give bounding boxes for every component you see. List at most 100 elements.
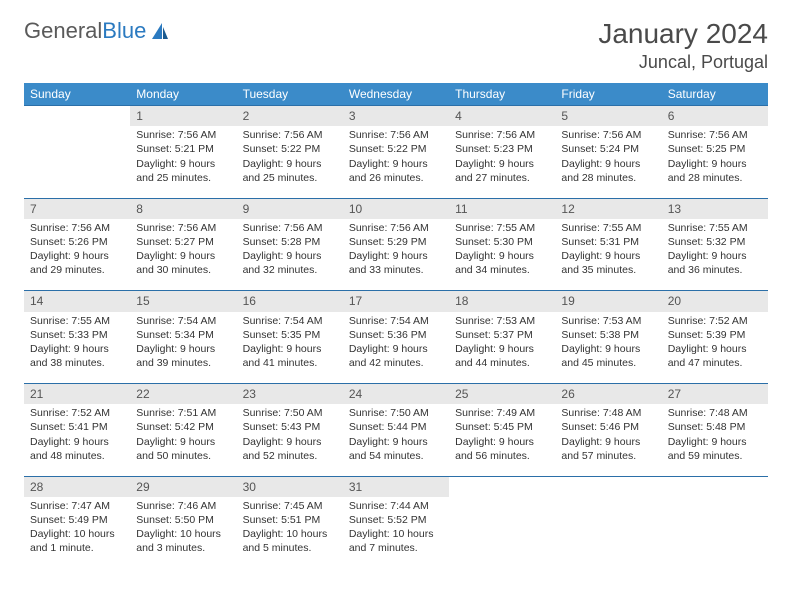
cell-line: and 38 minutes.: [30, 356, 124, 370]
day-cell: Sunrise: 7:56 AMSunset: 5:23 PMDaylight:…: [449, 126, 555, 198]
cell-line: and 47 minutes.: [668, 356, 762, 370]
cell-line: Daylight: 9 hours: [668, 249, 762, 263]
content-row: Sunrise: 7:52 AMSunset: 5:41 PMDaylight:…: [24, 404, 768, 476]
day-number: 16: [237, 291, 343, 312]
cell-line: Daylight: 9 hours: [349, 157, 443, 171]
content-row: Sunrise: 7:56 AMSunset: 5:21 PMDaylight:…: [24, 126, 768, 198]
cell-line: Sunrise: 7:55 AM: [30, 314, 124, 328]
cell-line: Daylight: 9 hours: [30, 249, 124, 263]
cell-line: and 34 minutes.: [455, 263, 549, 277]
cell-line: Daylight: 9 hours: [561, 342, 655, 356]
cell-line: Daylight: 9 hours: [455, 249, 549, 263]
cell-line: and 30 minutes.: [136, 263, 230, 277]
cell-line: Sunrise: 7:50 AM: [243, 406, 337, 420]
day-cell: Sunrise: 7:56 AMSunset: 5:28 PMDaylight:…: [237, 219, 343, 291]
cell-line: Sunset: 5:48 PM: [668, 420, 762, 434]
cell-line: Sunrise: 7:54 AM: [136, 314, 230, 328]
cell-line: Sunrise: 7:55 AM: [455, 221, 549, 235]
cell-line: Daylight: 9 hours: [243, 342, 337, 356]
cell-line: and 41 minutes.: [243, 356, 337, 370]
cell-line: Daylight: 9 hours: [668, 342, 762, 356]
cell-line: Sunrise: 7:52 AM: [668, 314, 762, 328]
logo-text: GeneralBlue: [24, 18, 146, 44]
cell-line: Sunset: 5:52 PM: [349, 513, 443, 527]
cell-line: Sunset: 5:30 PM: [455, 235, 549, 249]
calendar-table: SundayMondayTuesdayWednesdayThursdayFrid…: [24, 83, 768, 569]
day-cell: Sunrise: 7:54 AMSunset: 5:35 PMDaylight:…: [237, 312, 343, 384]
cell-line: Sunset: 5:24 PM: [561, 142, 655, 156]
cell-line: and 28 minutes.: [561, 171, 655, 185]
cell-line: Sunrise: 7:47 AM: [30, 499, 124, 513]
day-number: 9: [237, 198, 343, 219]
cell-line: and 1 minute.: [30, 541, 124, 555]
day-number: 21: [24, 384, 130, 405]
cell-line: Sunset: 5:29 PM: [349, 235, 443, 249]
cell-line: and 39 minutes.: [136, 356, 230, 370]
cell-line: and 27 minutes.: [455, 171, 549, 185]
location: Juncal, Portugal: [598, 52, 768, 73]
cell-line: Daylight: 9 hours: [455, 157, 549, 171]
content-row: Sunrise: 7:47 AMSunset: 5:49 PM Daylight:…: [24, 497, 768, 569]
cell-line: and 54 minutes.: [349, 449, 443, 463]
cell-line: Sunrise: 7:56 AM: [561, 128, 655, 142]
day-header: Saturday: [662, 83, 768, 106]
day-number: 1: [130, 106, 236, 127]
cell-line: Daylight: 9 hours: [561, 249, 655, 263]
cell-line: Daylight: 9 hours: [561, 157, 655, 171]
logo-sail-icon: [150, 21, 170, 41]
day-number: 2: [237, 106, 343, 127]
cell-line: Daylight: 10 hours: [349, 527, 443, 541]
cell-line: Sunset: 5:49 PM: [30, 513, 124, 527]
cell-line: and 44 minutes.: [455, 356, 549, 370]
day-cell: Sunrise: 7:50 AMSunset: 5:43 PMDaylight:…: [237, 404, 343, 476]
cell-line: Sunrise: 7:55 AM: [561, 221, 655, 235]
day-number: 31: [343, 476, 449, 497]
daynum-row: 28293031: [24, 476, 768, 497]
cell-line: Sunset: 5:51 PM: [243, 513, 337, 527]
daynum-row: 123456: [24, 106, 768, 127]
cell-line: Sunrise: 7:45 AM: [243, 499, 337, 513]
day-number: 8: [130, 198, 236, 219]
cell-line: Sunset: 5:43 PM: [243, 420, 337, 434]
day-cell: Sunrise: 7:56 AMSunset: 5:22 PMDaylight:…: [237, 126, 343, 198]
day-cell: Sunrise: 7:56 AMSunset: 5:26 PMDaylight:…: [24, 219, 130, 291]
cell-line: Sunset: 5:45 PM: [455, 420, 549, 434]
cell-line: Sunrise: 7:56 AM: [668, 128, 762, 142]
cell-line: and 3 minutes.: [136, 541, 230, 555]
day-cell: Sunrise: 7:46 AMSunset: 5:50 PMDaylight:…: [130, 497, 236, 569]
day-header-row: SundayMondayTuesdayWednesdayThursdayFrid…: [24, 83, 768, 106]
cell-line: Daylight: 9 hours: [349, 342, 443, 356]
cell-line: and 29 minutes.: [30, 263, 124, 277]
day-number: 4: [449, 106, 555, 127]
cell-line: Sunrise: 7:56 AM: [243, 221, 337, 235]
cell-line: Sunset: 5:34 PM: [136, 328, 230, 342]
day-number: 23: [237, 384, 343, 405]
cell-line: Sunset: 5:39 PM: [668, 328, 762, 342]
cell-line: Sunrise: 7:56 AM: [243, 128, 337, 142]
day-number: 25: [449, 384, 555, 405]
day-cell: Sunrise: 7:53 AMSunset: 5:38 PMDaylight:…: [555, 312, 661, 384]
day-header: Friday: [555, 83, 661, 106]
cell-line: Sunrise: 7:48 AM: [668, 406, 762, 420]
cell-line: and 35 minutes.: [561, 263, 655, 277]
cell-line: Sunset: 5:41 PM: [30, 420, 124, 434]
day-header: Tuesday: [237, 83, 343, 106]
day-number: 5: [555, 106, 661, 127]
day-number: 18: [449, 291, 555, 312]
cell-line: and 25 minutes.: [243, 171, 337, 185]
title-block: January 2024 Juncal, Portugal: [598, 18, 768, 73]
day-cell: Sunrise: 7:55 AMSunset: 5:30 PMDaylight:…: [449, 219, 555, 291]
cell-line: Sunset: 5:28 PM: [243, 235, 337, 249]
day-number: 17: [343, 291, 449, 312]
day-cell: Sunrise: 7:56 AMSunset: 5:29 PMDaylight:…: [343, 219, 449, 291]
cell-line: Sunrise: 7:46 AM: [136, 499, 230, 513]
day-number: 13: [662, 198, 768, 219]
day-number: 26: [555, 384, 661, 405]
day-number: 7: [24, 198, 130, 219]
cell-line: and 57 minutes.: [561, 449, 655, 463]
day-cell: [662, 497, 768, 569]
day-number: 29: [130, 476, 236, 497]
month-title: January 2024: [598, 18, 768, 50]
day-number: 30: [237, 476, 343, 497]
cell-line: Sunset: 5:36 PM: [349, 328, 443, 342]
